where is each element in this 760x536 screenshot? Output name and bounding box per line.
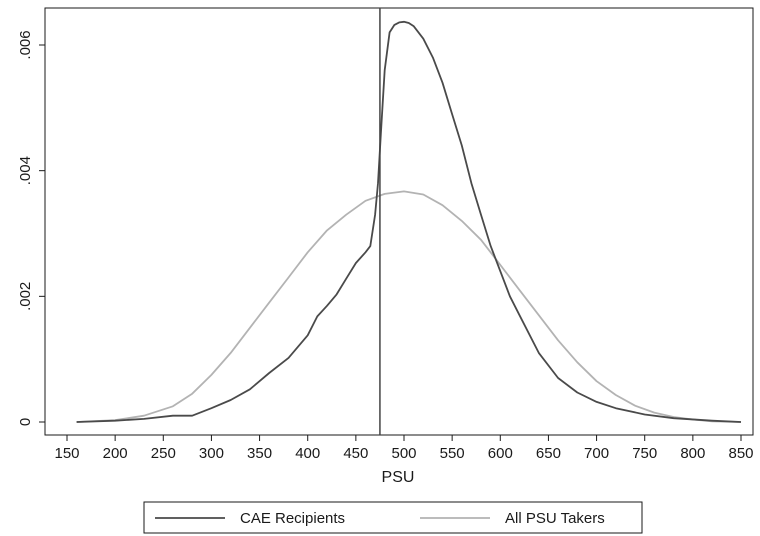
- plot-frame: [44, 7, 754, 436]
- y-tick-label: .002: [17, 282, 34, 311]
- legend-box: [143, 501, 643, 534]
- series-line-cae-recipients: [76, 20, 742, 423]
- x-tick-label: 750: [632, 445, 657, 462]
- x-tick-label: 700: [584, 445, 609, 462]
- x-tick-label: 250: [151, 445, 176, 462]
- y-tick-label: 0: [17, 418, 34, 426]
- x-tick-label: 500: [391, 445, 416, 462]
- x-tick-label: 350: [247, 445, 272, 462]
- x-tick-label: 400: [295, 445, 320, 462]
- x-tick-label: 850: [728, 445, 753, 462]
- x-axis: 150 200 250 300 350 400 450 500 550 600 650 700 750 8…: [54, 435, 754, 462]
- x-tick-label: 650: [536, 445, 561, 462]
- x-tick-label: 600: [488, 445, 513, 462]
- x-tick-label: 200: [103, 445, 128, 462]
- y-tick-label: .006: [17, 30, 34, 59]
- series-line-all-psu-takers: [76, 190, 742, 423]
- legend-label-all-psu-takers: All PSU Takers: [505, 510, 605, 527]
- legend: CAE Recipients All PSU Takers: [143, 501, 643, 534]
- x-tick-label: 300: [199, 445, 224, 462]
- y-tick-label: .004: [17, 156, 34, 185]
- x-tick-label: 550: [440, 445, 465, 462]
- legend-label-cae-recipients: CAE Recipients: [240, 510, 345, 527]
- x-tick-label: 800: [680, 445, 705, 462]
- y-axis: 0 .002 .004 .006: [17, 30, 45, 426]
- series-lines: [76, 20, 742, 423]
- x-tick-label: 150: [54, 445, 79, 462]
- x-axis-title: PSU: [382, 469, 415, 486]
- x-tick-label: 450: [343, 445, 368, 462]
